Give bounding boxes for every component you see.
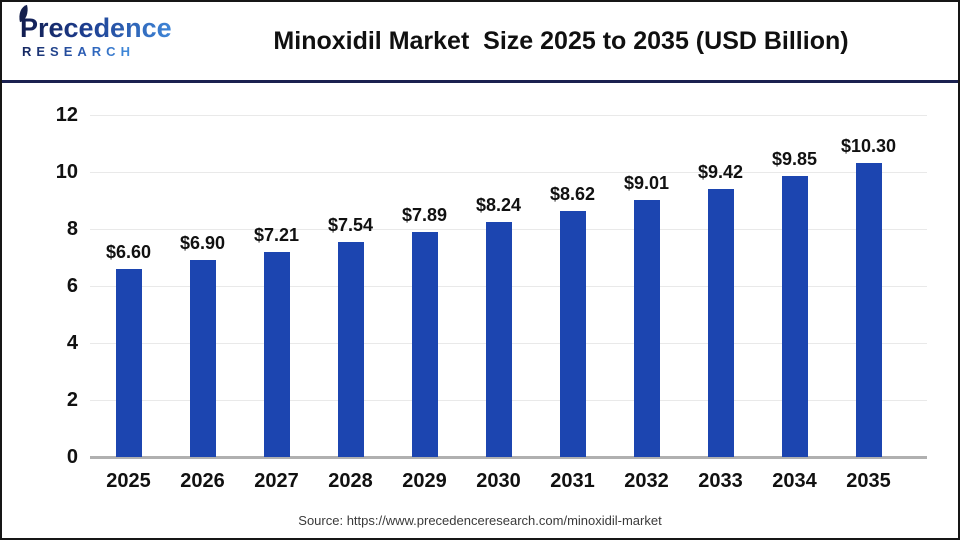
bar-value-label-2034: $9.85 bbox=[771, 149, 818, 170]
x-tick-label-2034: 2034 bbox=[772, 470, 817, 492]
header-divider bbox=[2, 80, 958, 83]
header: Precedence RESEARCH Minoxidil Market Siz… bbox=[2, 2, 958, 80]
gridline-12 bbox=[90, 114, 927, 116]
x-tick-label-2035: 2035 bbox=[846, 470, 891, 492]
precedence-research-logo: Precedence RESEARCH bbox=[16, 4, 180, 61]
x-tick-label-2030: 2030 bbox=[476, 470, 521, 492]
bar-value-label-2028: $7.54 bbox=[327, 215, 374, 236]
bar-2031 bbox=[559, 211, 586, 457]
bar-2027 bbox=[263, 251, 290, 457]
source-note: Source: https://www.precedenceresearch.c… bbox=[298, 513, 662, 528]
y-tick-label-8: 8 bbox=[66, 218, 78, 240]
x-tick-label-2025: 2025 bbox=[106, 470, 151, 492]
bar-2030 bbox=[485, 222, 512, 457]
bar-value-label-2033: $9.42 bbox=[697, 161, 744, 182]
bar-value-label-2025: $6.60 bbox=[105, 241, 152, 262]
bar-2032 bbox=[633, 200, 660, 457]
bar-2028 bbox=[337, 242, 364, 457]
bar-2034 bbox=[781, 176, 808, 457]
y-tick-label-6: 6 bbox=[66, 275, 78, 297]
x-tick-label-2029: 2029 bbox=[402, 470, 447, 492]
bar-value-label-2030: $8.24 bbox=[475, 195, 522, 216]
bar-value-label-2027: $7.21 bbox=[253, 224, 300, 245]
y-tick-label-12: 12 bbox=[55, 104, 78, 126]
y-tick-label-10: 10 bbox=[55, 161, 78, 183]
x-tick-label-2031: 2031 bbox=[550, 470, 595, 492]
x-tick-label-2028: 2028 bbox=[328, 470, 373, 492]
x-axis-line bbox=[90, 456, 927, 459]
logo-text-research: RESEARCH bbox=[22, 44, 135, 59]
bar-2035 bbox=[855, 163, 882, 457]
x-tick-label-2033: 2033 bbox=[698, 470, 743, 492]
bar-2026 bbox=[189, 260, 216, 457]
x-tick-label-2032: 2032 bbox=[624, 470, 669, 492]
bar-2025 bbox=[115, 268, 142, 457]
bar-2033 bbox=[707, 188, 734, 457]
y-tick-label-2: 2 bbox=[66, 389, 78, 411]
gridline-10 bbox=[90, 171, 927, 173]
bar-value-label-2032: $9.01 bbox=[623, 173, 670, 194]
bar-2029 bbox=[411, 232, 438, 457]
bar-value-label-2031: $8.62 bbox=[549, 184, 596, 205]
y-tick-label-0: 0 bbox=[66, 446, 78, 468]
chart-title: Minoxidil Market Size 2025 to 2035 (USD … bbox=[273, 26, 849, 55]
x-tick-label-2026: 2026 bbox=[180, 470, 225, 492]
bar-value-label-2026: $6.90 bbox=[179, 233, 226, 254]
x-tick-label-2027: 2027 bbox=[254, 470, 299, 492]
bar-value-label-2029: $7.89 bbox=[401, 205, 448, 226]
y-tick-label-4: 4 bbox=[66, 332, 78, 354]
bar-value-label-2035: $10.30 bbox=[840, 136, 897, 157]
